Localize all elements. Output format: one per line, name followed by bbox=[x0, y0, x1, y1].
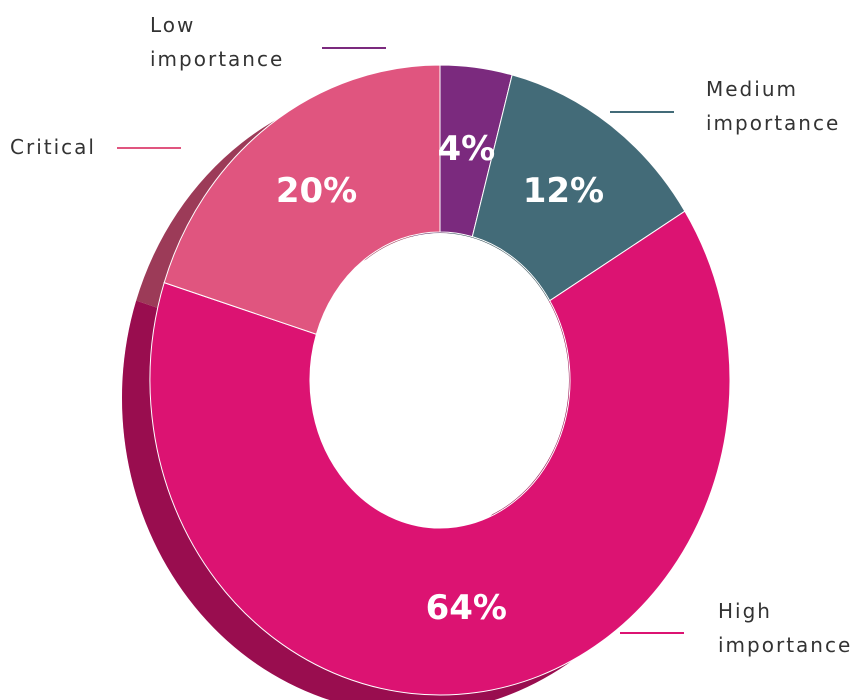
category-label: Low importance bbox=[150, 13, 285, 71]
slice bbox=[471, 74, 686, 302]
slice bbox=[149, 210, 731, 696]
category-label: High importance bbox=[718, 599, 853, 657]
value-label: 12% bbox=[523, 171, 604, 211]
category-label: Medium importance bbox=[706, 77, 841, 135]
value-label: 20% bbox=[276, 171, 357, 211]
donut-hole bbox=[311, 233, 569, 527]
value-label: 4% bbox=[437, 129, 495, 169]
category-label: Critical bbox=[10, 135, 96, 159]
slice bbox=[163, 64, 441, 335]
value-label: 64% bbox=[426, 588, 507, 628]
